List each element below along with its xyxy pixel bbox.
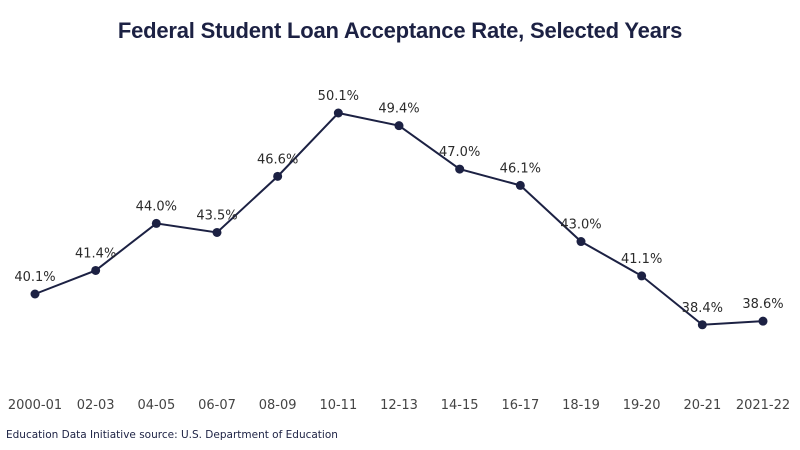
data-label: 49.4% [378,102,419,117]
x-tick-label: 10-11 [319,398,357,413]
data-point [91,265,101,275]
x-tick-label: 16-17 [501,398,539,413]
data-point [333,108,343,118]
x-tick-label: 20-21 [683,398,721,413]
data-point [30,289,40,299]
data-point [637,271,647,281]
data-label: 38.4% [682,301,723,316]
source-note: Education Data Initiative source: U.S. D… [6,429,338,441]
x-tick-label: 18-19 [562,398,600,413]
data-point [151,218,161,228]
data-point [212,227,222,237]
data-point [455,164,465,174]
x-tick-label: 14-15 [441,398,479,413]
x-tick-label: 19-20 [623,398,661,413]
data-point [697,320,707,330]
data-point [515,180,525,190]
x-tick-label: 08-09 [259,398,297,413]
data-label: 47.0% [439,145,480,160]
chart-title: Federal Student Loan Acceptance Rate, Se… [117,18,683,43]
data-label: 38.6% [742,297,783,312]
data-label: 40.1% [14,270,55,285]
x-tick-label: 04-05 [137,398,175,413]
x-tick-label: 02-03 [77,398,115,413]
x-tick-label: 2000-01 [8,398,62,413]
x-tick-label: 12-13 [380,398,418,413]
data-label: 43.0% [560,218,601,233]
data-label: 43.5% [196,208,237,223]
data-point [273,171,283,181]
data-label: 41.1% [621,252,662,267]
data-line [34,111,764,326]
data-label: 44.0% [136,199,177,214]
data-point [576,237,586,247]
data-label: 46.1% [500,161,541,176]
data-point [758,316,768,326]
data-label: 41.4% [75,246,116,261]
data-point [394,121,404,131]
x-tick-label: 06-07 [198,398,236,413]
data-label: 46.6% [257,152,298,167]
data-label: 50.1% [318,89,359,104]
x-tick-label: 2021-22 [736,398,790,413]
